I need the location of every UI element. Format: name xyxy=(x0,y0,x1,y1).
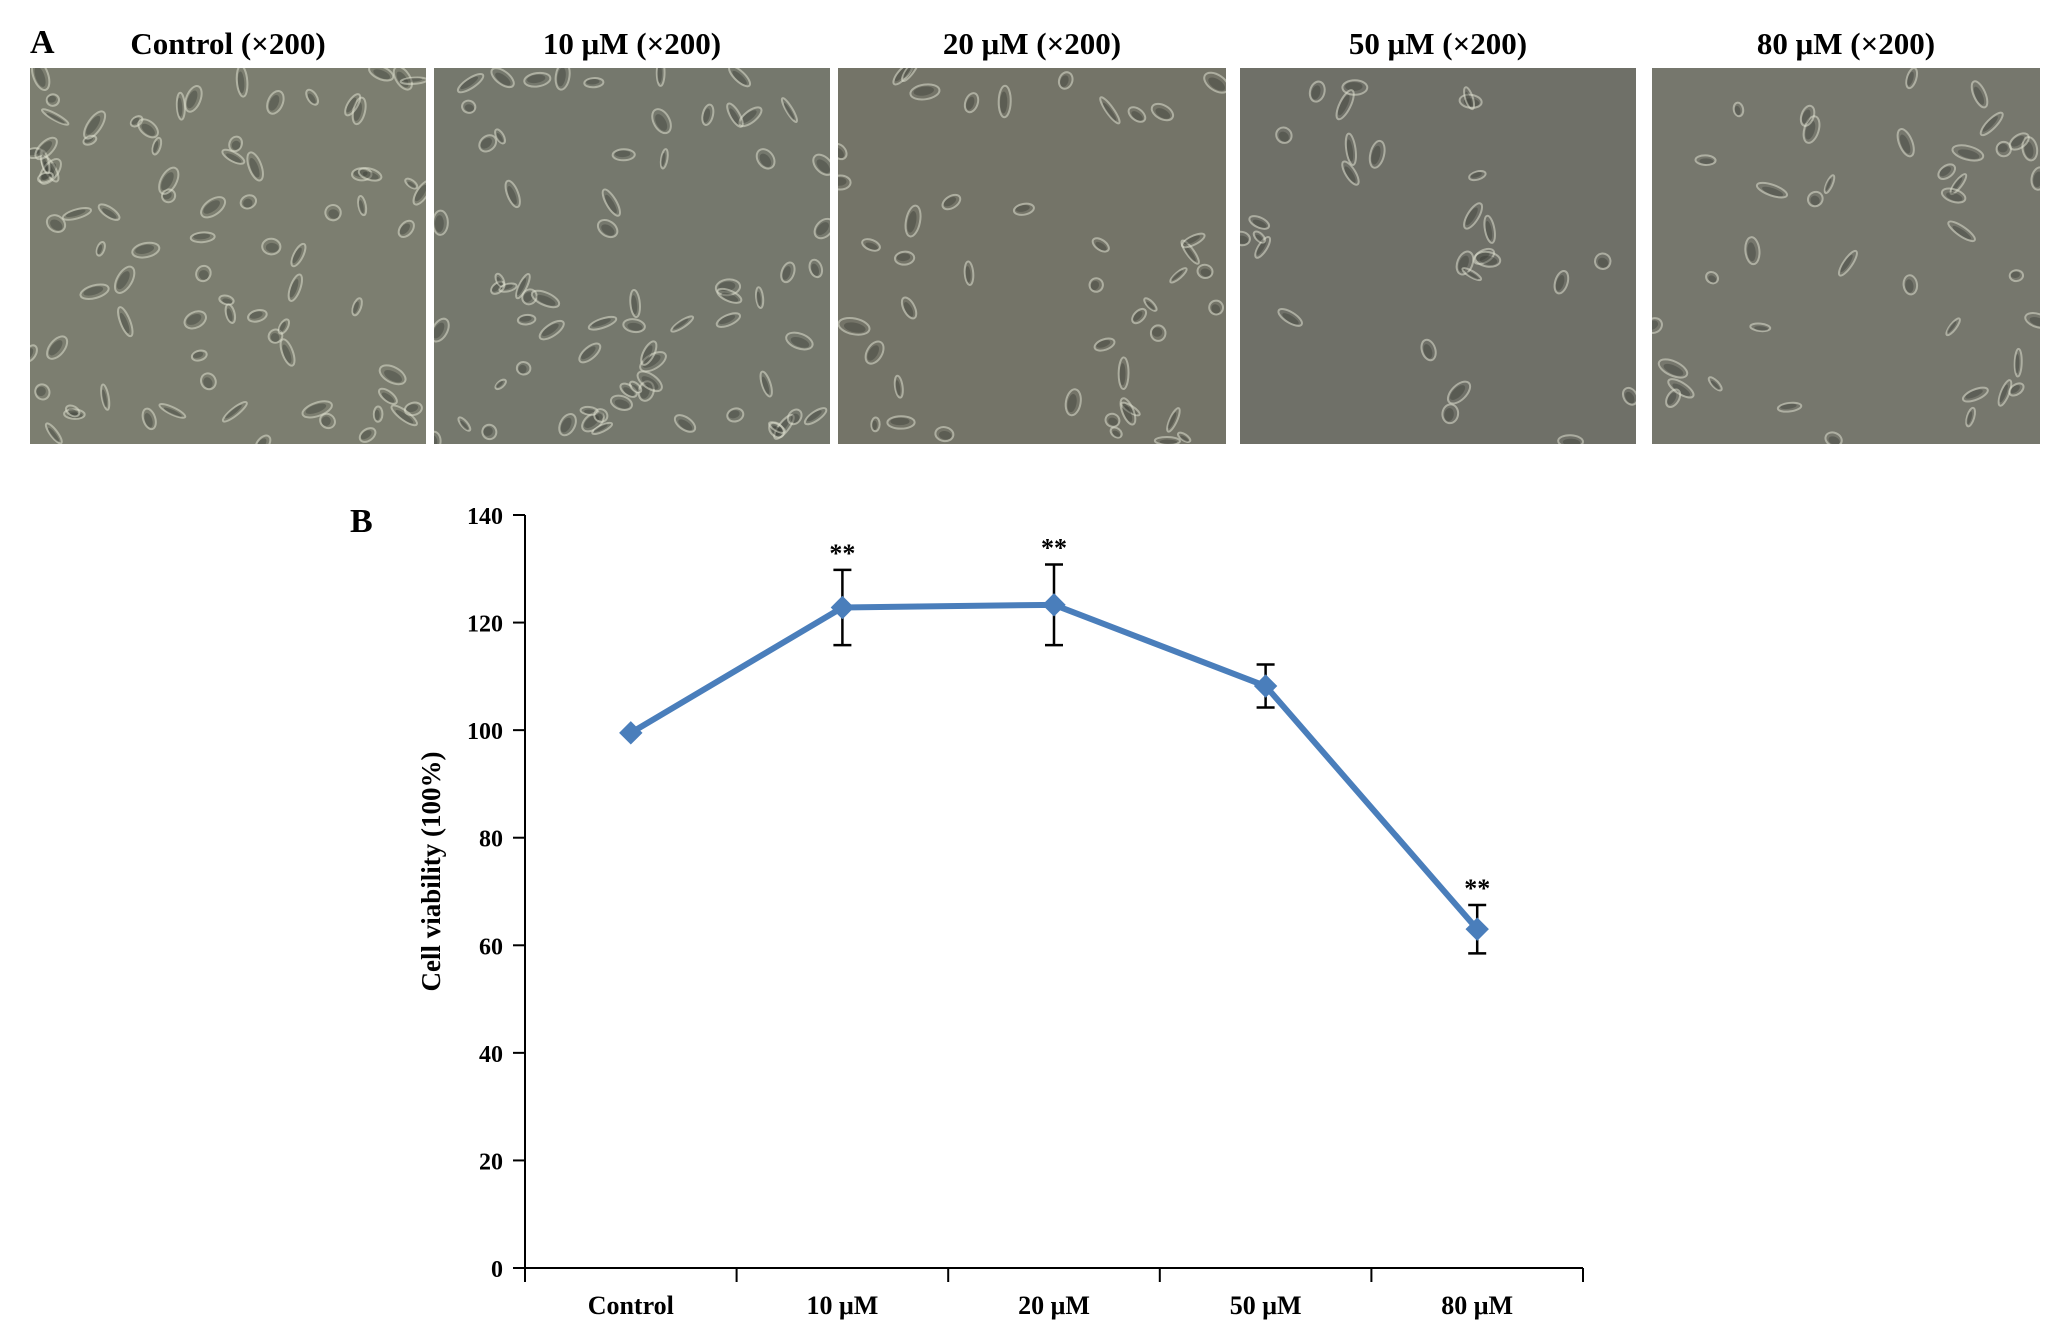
y-axis-title: Cell viability (100%) xyxy=(416,752,446,992)
y-tick-label: 40 xyxy=(479,1042,503,1068)
y-tick-label: 140 xyxy=(467,504,503,530)
x-tick-label: 50 μM xyxy=(1230,1291,1302,1320)
cell-cluster xyxy=(30,68,426,444)
series-line xyxy=(629,601,1480,932)
y-tick-label: 0 xyxy=(491,1257,503,1283)
x-tick-label: Control xyxy=(588,1291,674,1320)
significance-label: ** xyxy=(829,539,855,568)
y-tick-label: 20 xyxy=(479,1149,503,1175)
micrograph-title-20um: 20 μM (×200) xyxy=(942,26,1122,61)
significance-label: ** xyxy=(1041,533,1067,562)
cell-cluster xyxy=(838,68,1226,444)
data-point xyxy=(1253,674,1278,698)
micrograph-50um xyxy=(1240,68,1636,444)
micrograph-title-10um: 10 μM (×200) xyxy=(542,26,722,61)
panel-a-label: A xyxy=(30,24,55,61)
x-tick-label: 20 μM xyxy=(1018,1291,1090,1320)
panel-b-label: B xyxy=(350,503,373,540)
x-tick-label: 80 μM xyxy=(1441,1291,1513,1320)
cell-cluster xyxy=(434,68,830,444)
data-point xyxy=(830,595,855,620)
micrograph-background xyxy=(838,68,1226,444)
micrograph-title-control: Control (×200) xyxy=(130,26,326,61)
micrograph-10um xyxy=(434,68,830,444)
micrograph-20um xyxy=(838,68,1226,444)
micrograph-background xyxy=(30,68,426,444)
data-point xyxy=(1465,917,1489,941)
micrograph-80um xyxy=(1652,68,2040,444)
cell-cluster xyxy=(1652,68,2040,444)
y-tick-label: 80 xyxy=(479,827,503,853)
micrograph-control xyxy=(30,68,426,444)
cell-cluster xyxy=(1240,79,1636,444)
data-point xyxy=(1042,593,1066,617)
y-tick-label: 60 xyxy=(479,934,503,960)
y-tick-label: 120 xyxy=(467,612,503,638)
data-point xyxy=(619,721,643,745)
micrograph-title-80um: 80 μM (×200) xyxy=(1756,26,1936,61)
micrograph-title-50um: 50 μM (×200) xyxy=(1348,26,1528,61)
micrograph-background xyxy=(1240,68,1636,444)
y-tick-label: 100 xyxy=(467,719,503,745)
x-tick-label: 10 μM xyxy=(807,1291,879,1320)
significance-label: ** xyxy=(1464,874,1490,903)
